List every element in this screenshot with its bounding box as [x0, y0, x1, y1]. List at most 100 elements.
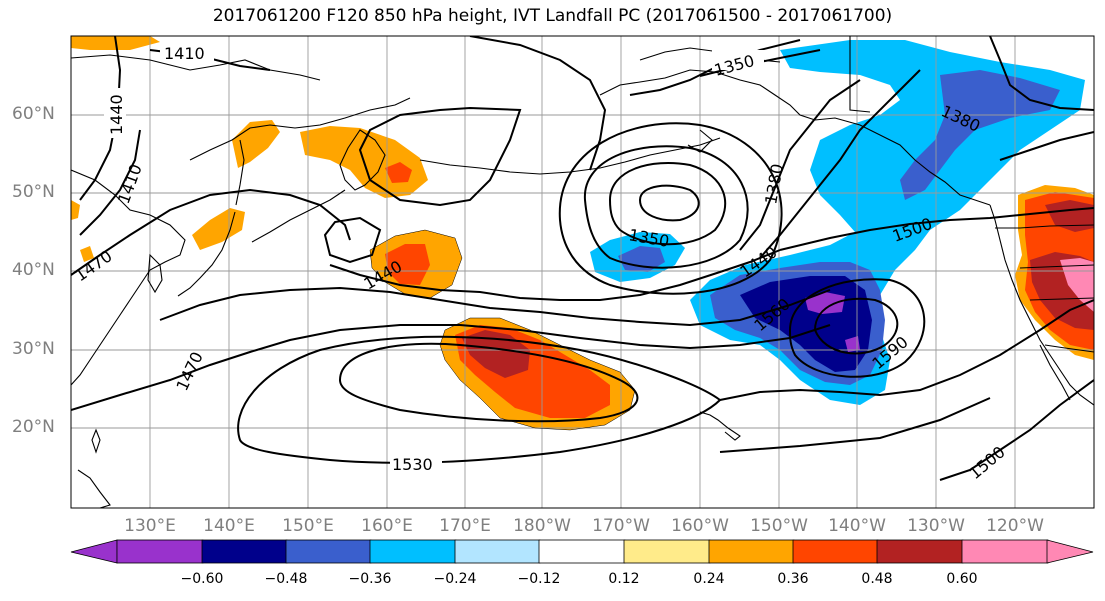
contour-1530-outer: [237, 335, 722, 464]
lat-label: 50°N: [12, 182, 55, 202]
contour-1470-east: [939, 379, 1094, 481]
shade-darkred-central: [462, 330, 530, 378]
contour-low-3: [583, 145, 749, 269]
colorbar-tick-label: 0.12: [608, 571, 640, 587]
lon-label: 160°E: [361, 516, 413, 536]
lat-label: 60°N: [12, 104, 55, 124]
plot-frame: [70, 35, 1095, 509]
lon-label: 170°W: [592, 516, 650, 536]
lon-label: 150°W: [750, 516, 808, 536]
shade-redorange-kamchatka: [385, 162, 412, 183]
lon-label: 170°E: [439, 516, 491, 536]
contour-1380-top-right: [989, 36, 1094, 111]
contour-label: 1530: [392, 455, 433, 474]
lon-label: 150°E: [282, 516, 334, 536]
shade-blue-mid-n: [900, 70, 1060, 200]
contour-1350-b: [358, 106, 522, 207]
contour-1500-central: [71, 324, 831, 411]
colorbar-tick-label: −0.60: [180, 571, 224, 587]
shading-outline: [369, 229, 636, 431]
colorbar-tick-label: 0.24: [693, 571, 725, 587]
colorbar-bin: [201, 539, 288, 564]
colorbar-tick-label: 0.60: [946, 571, 978, 587]
shade-purple: [805, 292, 845, 314]
colorbar-bin: [454, 539, 541, 564]
colorbar-tick-label: −0.48: [264, 571, 308, 587]
height-contours: [71, 36, 1094, 481]
coast-sakhalin: [235, 139, 245, 206]
contour-label: 1440: [107, 94, 126, 135]
shade-redorange-kuril: [385, 244, 430, 285]
border-alaska: [849, 36, 871, 113]
colorbar-extend-right: [1046, 539, 1094, 564]
contour-1410-e: [759, 69, 921, 259]
shade-blue-mid-small: [618, 246, 665, 272]
coast-philippines: [77, 469, 111, 508]
colorbar-bin: [623, 539, 711, 564]
coast-kurils: [251, 189, 346, 243]
colorbar-tick-label: 0.48: [861, 571, 893, 587]
contour-1530-inner: [338, 342, 639, 423]
colorbar-tick-label: 0.36: [777, 571, 809, 587]
contour-low-2: [608, 162, 727, 246]
coast-japan: [177, 211, 236, 297]
coast-na-west: [989, 204, 1094, 406]
shade-orange-japan: [192, 208, 245, 250]
border-state1: [1019, 264, 1094, 269]
contour-1410-left: [79, 129, 141, 236]
contour-1440-east: [999, 131, 1094, 161]
coast-aleutians: [419, 137, 721, 175]
shade-purple-2: [845, 336, 860, 352]
colorbar-bin: [369, 539, 457, 564]
lon-label: 130°E: [124, 516, 176, 536]
colorbar-bin: [792, 539, 879, 564]
contour-1560-high: [813, 297, 899, 355]
contour-1350-a: [469, 36, 607, 171]
colorbar-tick-label: −0.36: [348, 571, 392, 587]
colorbar-bin: [961, 539, 1049, 564]
coast-korea: [147, 253, 163, 294]
coast-kamchatka: [339, 129, 386, 191]
lon-label: 180°W: [513, 516, 571, 536]
contour-1500-east: [779, 207, 1094, 251]
lon-label: 120°W: [986, 516, 1044, 536]
contour-low-1: [638, 184, 700, 222]
lat-label: 20°N: [12, 417, 55, 437]
coast-taiwan: [91, 428, 101, 454]
lon-label: 130°W: [907, 516, 965, 536]
colorbar-tick-label: −0.24: [433, 571, 477, 587]
contour-1500-bottom: [719, 397, 991, 453]
border-us-mexico: [1044, 344, 1094, 353]
lat-label: 40°N: [12, 260, 55, 280]
colorbar-tick-label: −0.12: [517, 571, 561, 587]
map-title: 2017061200 F120 850 hPa height, IVT Land…: [212, 6, 893, 26]
border-state2: [1029, 297, 1094, 301]
contour-label: 1410: [164, 44, 205, 63]
shade-orange-leftedge2: [80, 246, 94, 262]
border-us-canada: [995, 224, 1094, 229]
contour-1590: [788, 278, 926, 378]
lon-label: 140°W: [828, 516, 886, 536]
coast-asia-east: [71, 169, 186, 386]
lon-label: 140°E: [203, 516, 255, 536]
shade-orange-leftedge: [71, 200, 80, 220]
contour-1440-mid: [323, 216, 382, 264]
coast-okhotsk: [189, 97, 411, 161]
coast-alaska: [599, 69, 991, 206]
coast-asia-north: [71, 54, 321, 81]
contour-1500-se: [719, 299, 1094, 401]
colorbar-bin: [116, 539, 204, 564]
colorbar-bin: [285, 539, 372, 564]
colorbar-extend-left: [70, 539, 118, 564]
lat-label: 30°N: [12, 339, 55, 359]
colorbar: [70, 539, 1094, 564]
contour-1470-central: [159, 286, 831, 327]
contour-1470-left: [71, 188, 351, 276]
contour-1380-e: [739, 79, 861, 251]
coast-baja: [1039, 344, 1071, 401]
coast-hawaii: [699, 411, 741, 441]
colorbar-bin: [538, 539, 626, 564]
colorbar-bin: [708, 539, 795, 564]
colorbar-bin: [876, 539, 964, 564]
